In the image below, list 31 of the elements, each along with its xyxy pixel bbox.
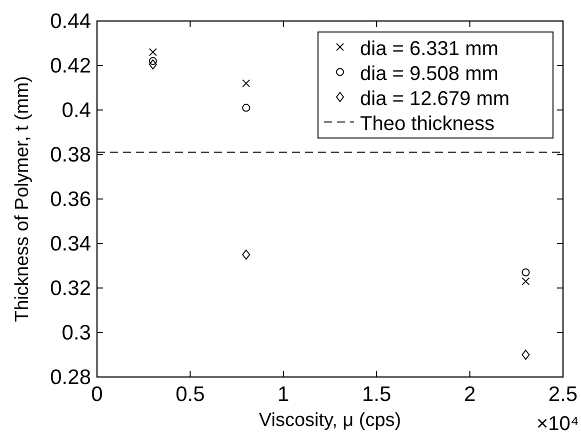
legend-label: Theo thickness: [360, 113, 495, 135]
x-tick-label: 0: [91, 383, 103, 406]
x-axis-title: Viscosity, μ (cps): [258, 410, 402, 431]
x-tick-label: 1.5: [362, 383, 392, 406]
y-tick-label: 0.4: [62, 99, 92, 122]
y-axis-title: Thickness of Polymer, t (mm): [12, 76, 33, 322]
legend-label: dia = 9.508 mm: [360, 63, 498, 85]
point: [522, 350, 530, 360]
y-tick-label: 0.34: [50, 232, 92, 256]
point: [242, 104, 250, 112]
point: [242, 250, 250, 260]
point: [242, 79, 250, 88]
point: [148, 59, 157, 70]
x-tick-label: 2: [464, 383, 476, 406]
point: [148, 57, 157, 66]
y-tick-label: 0.32: [50, 277, 91, 300]
legend-label: dia = 12.679 mm: [360, 88, 510, 110]
point: [522, 277, 530, 286]
x-tick-label: 0.5: [176, 383, 205, 406]
y-tick-label: 0.3: [62, 322, 91, 344]
y-tick-label: 0.42: [50, 54, 91, 78]
point: [522, 268, 530, 276]
y-tick-label: 0.36: [50, 188, 91, 211]
y-tick-label: 0.44: [50, 10, 92, 33]
x-tick-label: 2.5: [548, 383, 578, 406]
x-tick-label: 1: [278, 383, 290, 406]
point: [148, 48, 157, 56]
text: ×10⁴: [536, 413, 579, 435]
y-tick-label: 0.28: [50, 366, 91, 389]
y-tick-label: 0.38: [50, 144, 91, 166]
legend-label: dia = 6.331 mm: [360, 38, 498, 60]
